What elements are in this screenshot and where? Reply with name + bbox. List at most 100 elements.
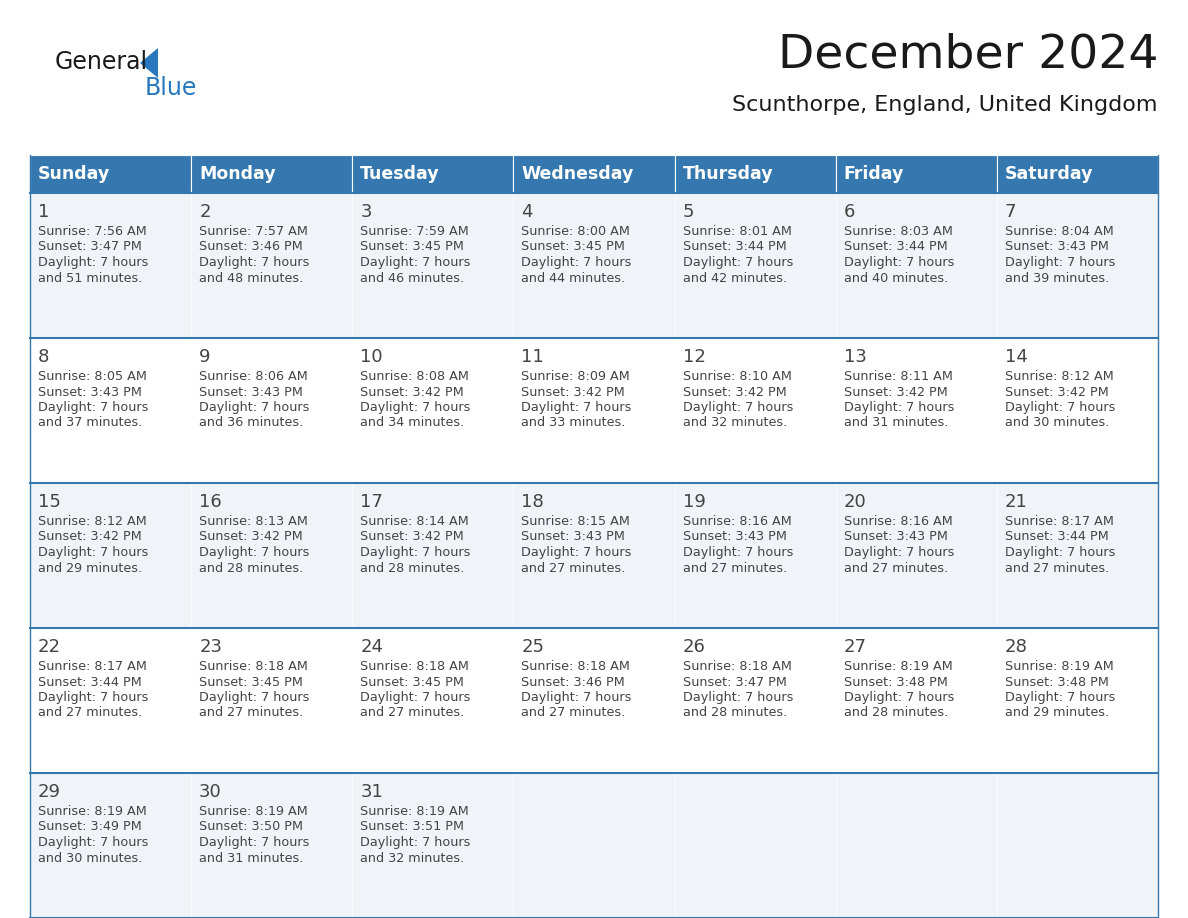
Bar: [30, 155, 191, 193]
Text: Daylight: 7 hours: Daylight: 7 hours: [200, 256, 310, 269]
Text: Sunset: 3:43 PM: Sunset: 3:43 PM: [1005, 241, 1108, 253]
Text: 31: 31: [360, 783, 384, 801]
Text: Sunset: 3:42 PM: Sunset: 3:42 PM: [38, 531, 141, 543]
Bar: [191, 773, 353, 918]
Bar: [997, 773, 1158, 918]
Text: and 28 minutes.: and 28 minutes.: [360, 562, 465, 575]
Text: Sunrise: 8:12 AM: Sunrise: 8:12 AM: [38, 515, 147, 528]
Text: Sunrise: 8:06 AM: Sunrise: 8:06 AM: [200, 370, 308, 383]
Bar: [353, 628, 513, 773]
Text: 16: 16: [200, 493, 222, 511]
Text: Sunset: 3:42 PM: Sunset: 3:42 PM: [683, 386, 786, 398]
Bar: [513, 628, 675, 773]
Bar: [675, 773, 835, 918]
Text: and 27 minutes.: and 27 minutes.: [843, 562, 948, 575]
Text: and 37 minutes.: and 37 minutes.: [38, 417, 143, 430]
Text: Sunset: 3:43 PM: Sunset: 3:43 PM: [843, 531, 948, 543]
Text: 29: 29: [38, 783, 61, 801]
Bar: [30, 193, 191, 338]
Text: Tuesday: Tuesday: [360, 165, 440, 183]
Text: and 32 minutes.: and 32 minutes.: [683, 417, 786, 430]
Text: Sunrise: 8:01 AM: Sunrise: 8:01 AM: [683, 225, 791, 238]
Text: 15: 15: [38, 493, 61, 511]
Text: Sunset: 3:47 PM: Sunset: 3:47 PM: [38, 241, 141, 253]
Bar: [513, 193, 675, 338]
Bar: [30, 483, 191, 628]
Text: and 27 minutes.: and 27 minutes.: [1005, 562, 1110, 575]
Text: Daylight: 7 hours: Daylight: 7 hours: [38, 256, 148, 269]
Text: Daylight: 7 hours: Daylight: 7 hours: [360, 256, 470, 269]
Text: Blue: Blue: [145, 76, 197, 100]
Text: Daylight: 7 hours: Daylight: 7 hours: [522, 691, 632, 704]
Text: Sunrise: 8:19 AM: Sunrise: 8:19 AM: [200, 805, 308, 818]
Text: Sunrise: 8:10 AM: Sunrise: 8:10 AM: [683, 370, 791, 383]
Text: 28: 28: [1005, 638, 1028, 656]
Bar: [835, 773, 997, 918]
Bar: [353, 483, 513, 628]
Text: and 28 minutes.: and 28 minutes.: [200, 562, 303, 575]
Text: Sunrise: 8:13 AM: Sunrise: 8:13 AM: [200, 515, 308, 528]
Bar: [353, 773, 513, 918]
Text: Sunrise: 8:04 AM: Sunrise: 8:04 AM: [1005, 225, 1113, 238]
Text: Daylight: 7 hours: Daylight: 7 hours: [200, 546, 310, 559]
Text: Sunrise: 8:08 AM: Sunrise: 8:08 AM: [360, 370, 469, 383]
Bar: [835, 338, 997, 483]
Text: Daylight: 7 hours: Daylight: 7 hours: [360, 836, 470, 849]
Text: Daylight: 7 hours: Daylight: 7 hours: [843, 256, 954, 269]
Text: Thursday: Thursday: [683, 165, 773, 183]
Text: Daylight: 7 hours: Daylight: 7 hours: [683, 691, 792, 704]
Bar: [835, 155, 997, 193]
Text: Sunrise: 7:59 AM: Sunrise: 7:59 AM: [360, 225, 469, 238]
Text: Daylight: 7 hours: Daylight: 7 hours: [843, 546, 954, 559]
Text: 5: 5: [683, 203, 694, 221]
Text: Sunset: 3:44 PM: Sunset: 3:44 PM: [1005, 531, 1108, 543]
Text: 20: 20: [843, 493, 866, 511]
Bar: [675, 338, 835, 483]
Text: Sunrise: 7:56 AM: Sunrise: 7:56 AM: [38, 225, 147, 238]
Bar: [997, 193, 1158, 338]
Text: and 34 minutes.: and 34 minutes.: [360, 417, 465, 430]
Text: and 28 minutes.: and 28 minutes.: [683, 707, 786, 720]
Text: Daylight: 7 hours: Daylight: 7 hours: [522, 546, 632, 559]
Text: Daylight: 7 hours: Daylight: 7 hours: [200, 401, 310, 414]
Text: 8: 8: [38, 348, 50, 366]
Text: Daylight: 7 hours: Daylight: 7 hours: [360, 691, 470, 704]
Text: and 27 minutes.: and 27 minutes.: [360, 707, 465, 720]
Text: Sunset: 3:42 PM: Sunset: 3:42 PM: [843, 386, 948, 398]
Text: 23: 23: [200, 638, 222, 656]
Text: Sunrise: 8:19 AM: Sunrise: 8:19 AM: [360, 805, 469, 818]
Text: 9: 9: [200, 348, 210, 366]
Text: Friday: Friday: [843, 165, 904, 183]
Text: Daylight: 7 hours: Daylight: 7 hours: [200, 691, 310, 704]
Text: Daylight: 7 hours: Daylight: 7 hours: [522, 401, 632, 414]
Bar: [191, 193, 353, 338]
Bar: [997, 155, 1158, 193]
Text: Sunset: 3:51 PM: Sunset: 3:51 PM: [360, 821, 465, 834]
Text: and 28 minutes.: and 28 minutes.: [843, 707, 948, 720]
Text: Sunset: 3:46 PM: Sunset: 3:46 PM: [522, 676, 625, 688]
Text: and 51 minutes.: and 51 minutes.: [38, 272, 143, 285]
Bar: [30, 773, 191, 918]
Text: Daylight: 7 hours: Daylight: 7 hours: [1005, 546, 1116, 559]
Text: Sunrise: 8:15 AM: Sunrise: 8:15 AM: [522, 515, 631, 528]
Bar: [30, 628, 191, 773]
Bar: [191, 628, 353, 773]
Text: Sunset: 3:43 PM: Sunset: 3:43 PM: [38, 386, 141, 398]
Bar: [835, 193, 997, 338]
Bar: [675, 483, 835, 628]
Bar: [191, 338, 353, 483]
Text: Sunrise: 8:16 AM: Sunrise: 8:16 AM: [683, 515, 791, 528]
Text: Sunrise: 8:11 AM: Sunrise: 8:11 AM: [843, 370, 953, 383]
Text: Sunrise: 8:18 AM: Sunrise: 8:18 AM: [683, 660, 791, 673]
Text: 11: 11: [522, 348, 544, 366]
Text: 17: 17: [360, 493, 384, 511]
Text: Daylight: 7 hours: Daylight: 7 hours: [360, 546, 470, 559]
Text: 14: 14: [1005, 348, 1028, 366]
Text: 4: 4: [522, 203, 533, 221]
Text: 24: 24: [360, 638, 384, 656]
Text: Wednesday: Wednesday: [522, 165, 634, 183]
Bar: [513, 483, 675, 628]
Text: Sunrise: 8:19 AM: Sunrise: 8:19 AM: [843, 660, 953, 673]
Text: Sunset: 3:43 PM: Sunset: 3:43 PM: [522, 531, 625, 543]
Bar: [997, 338, 1158, 483]
